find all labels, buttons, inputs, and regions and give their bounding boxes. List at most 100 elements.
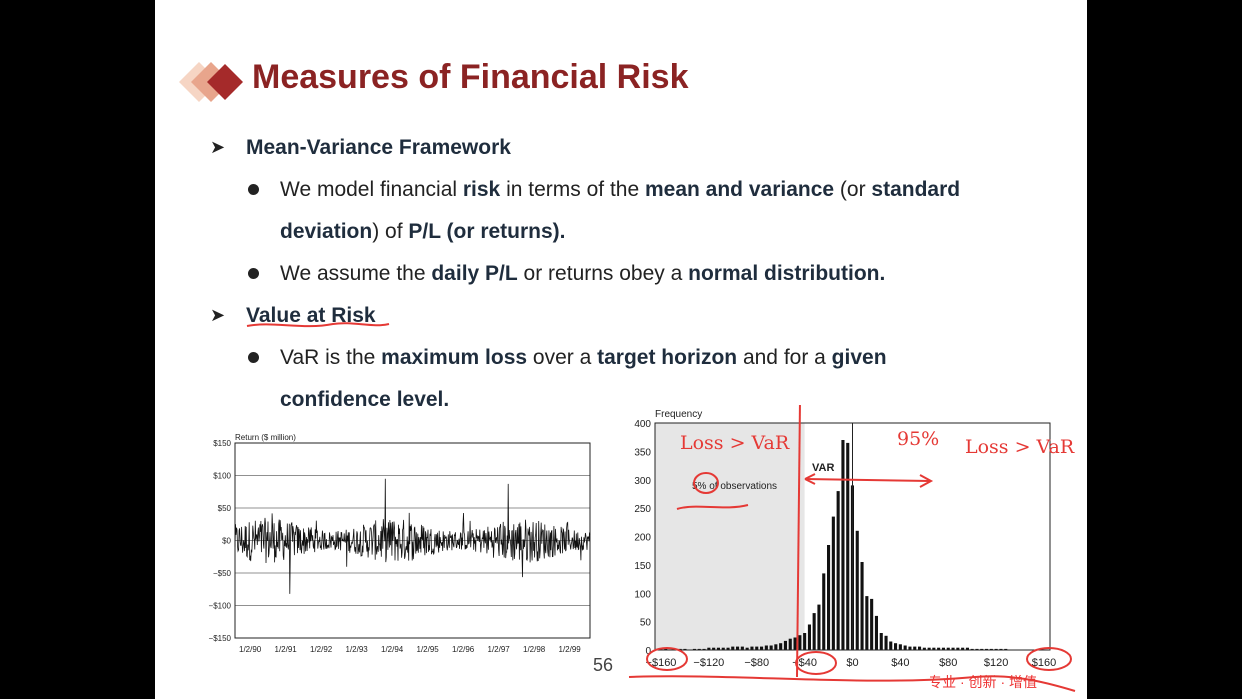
- hist-ytick-label: 350: [634, 447, 651, 458]
- hist-ytick-label: 400: [634, 419, 651, 430]
- hist-bar: [750, 646, 754, 650]
- hist-bar: [884, 635, 888, 650]
- hist-bar: [841, 440, 845, 650]
- ts-ylabel: Return ($ million): [235, 433, 296, 442]
- hist-bar: [975, 648, 979, 650]
- hist-bar: [874, 615, 878, 650]
- underline-scribble: [246, 322, 390, 328]
- hist-bar: [692, 648, 696, 650]
- hist-bar: [712, 647, 716, 650]
- hist-xtick-label: $160: [1032, 657, 1056, 669]
- ts-ytick-label: −$150: [209, 634, 232, 643]
- ts-xtick-label: 1/2/91: [275, 645, 298, 654]
- bullet-dot-icon: [248, 352, 259, 363]
- tail-shaded-region: [655, 423, 805, 650]
- page-number: 56: [593, 655, 614, 675]
- bullet-var-1b: confidence level.: [280, 388, 450, 411]
- hist-bar: [889, 641, 893, 650]
- ts-xtick-label: 1/2/93: [346, 645, 369, 654]
- hist-bar: [812, 613, 816, 650]
- hist-bar: [721, 647, 725, 650]
- heading-value-at-risk: Value at Risk: [246, 304, 376, 327]
- hist-bar: [779, 643, 783, 650]
- hist-xtick-label: −$120: [693, 657, 724, 669]
- hist-ytick-label: 50: [640, 618, 652, 629]
- hist-bar: [736, 646, 740, 650]
- bullet-arrow-icon: ➤: [210, 305, 226, 325]
- bullet-dot-icon: [248, 268, 259, 279]
- hist-bar: [831, 516, 835, 650]
- ts-xtick-label: 1/2/98: [523, 645, 546, 654]
- hist-bar: [898, 644, 902, 650]
- bullet-mean-variance-1a: We model financial risk in terms of the …: [280, 178, 961, 201]
- slide-title: Measures of Financial Risk: [252, 58, 689, 96]
- hist-bar: [760, 646, 764, 650]
- hist-ytick-label: 200: [634, 533, 651, 544]
- pl-histogram-chart: Frequency 400 350 300 250 200 150 100 50 0 −$160…: [628, 405, 1076, 692]
- hist-bar: [798, 635, 802, 650]
- hist-bar: [946, 647, 950, 650]
- ts-ytick-label: $0: [222, 537, 231, 546]
- hist-ylabel: Frequency: [655, 409, 702, 420]
- bullet-dot-icon: [248, 184, 259, 195]
- hist-xtick-label: −$80: [744, 657, 769, 669]
- hist-bar: [827, 545, 831, 650]
- hist-xtick-label: $0: [846, 657, 858, 669]
- hist-bar: [731, 646, 735, 650]
- hist-bar: [702, 648, 706, 650]
- hist-bar: [664, 648, 668, 650]
- hist-bar: [961, 647, 965, 650]
- hist-bar: [726, 647, 730, 650]
- hist-bar: [793, 637, 797, 650]
- hist-bar: [683, 648, 687, 650]
- hist-bar: [755, 646, 759, 650]
- hist-xtick-label: $40: [891, 657, 909, 669]
- returns-time-series-chart: Return ($ million) $150 $100 $50 $0 −$50 −$10…: [209, 433, 591, 654]
- hist-ytick-label: 300: [634, 476, 651, 487]
- hist-bar: [894, 643, 898, 650]
- bullet-mean-variance-1b: deviation) of P/L (or returns).: [280, 220, 566, 243]
- hist-bar: [697, 648, 701, 650]
- hist-bar: [903, 645, 907, 650]
- hist-xtick-label: −$40: [792, 657, 817, 669]
- hist-bar: [774, 644, 778, 650]
- hist-bar: [764, 645, 768, 650]
- hist-bar: [980, 648, 984, 650]
- ts-xtick-label: 1/2/95: [417, 645, 440, 654]
- ts-ytick-label: $150: [213, 439, 231, 448]
- hist-bar: [956, 647, 960, 650]
- ts-ytick-label: −$50: [213, 569, 232, 578]
- ts-ytick-label: −$100: [209, 602, 232, 611]
- hist-bar: [965, 647, 969, 650]
- hist-bar: [985, 648, 989, 650]
- hist-bar: [865, 596, 869, 650]
- hist-ytick-label: 100: [634, 589, 651, 600]
- slide: Measures of Financial Risk ➤ Mean-Varian…: [155, 0, 1087, 699]
- red-pen-annotations: [628, 405, 1076, 692]
- hist-bar: [745, 647, 749, 650]
- hist-bar: [788, 638, 792, 650]
- hist-bar: [855, 530, 859, 650]
- ts-xtick-label: 1/2/92: [310, 645, 333, 654]
- hist-bar: [740, 646, 744, 650]
- hist-bar: [1004, 648, 1008, 650]
- ts-xtick-label: 1/2/90: [239, 645, 262, 654]
- hist-bar: [807, 624, 811, 650]
- ts-xtick-label: 1/2/96: [452, 645, 475, 654]
- hist-bar: [707, 647, 711, 650]
- hist-bar: [678, 648, 682, 650]
- ts-ytick-label: $100: [213, 472, 231, 481]
- hist-bar: [836, 491, 840, 650]
- hist-xtick-label: $80: [939, 657, 957, 669]
- bullet-arrow-icon: ➤: [210, 137, 226, 157]
- hist-bar: [716, 647, 720, 650]
- hist-xtick-label: −$160: [646, 657, 677, 669]
- bullet-mean-variance-2: We assume the daily P/L or returns obey …: [280, 262, 886, 285]
- hist-bar: [908, 646, 912, 650]
- bullet-var-1a: VaR is the maximum loss over a target ho…: [280, 346, 887, 369]
- hist-bar: [913, 646, 917, 650]
- ts-xtick-label: 1/2/99: [559, 645, 582, 654]
- hist-bar: [822, 573, 826, 650]
- hist-ytick-label: 250: [634, 504, 651, 515]
- hist-bar: [870, 598, 874, 650]
